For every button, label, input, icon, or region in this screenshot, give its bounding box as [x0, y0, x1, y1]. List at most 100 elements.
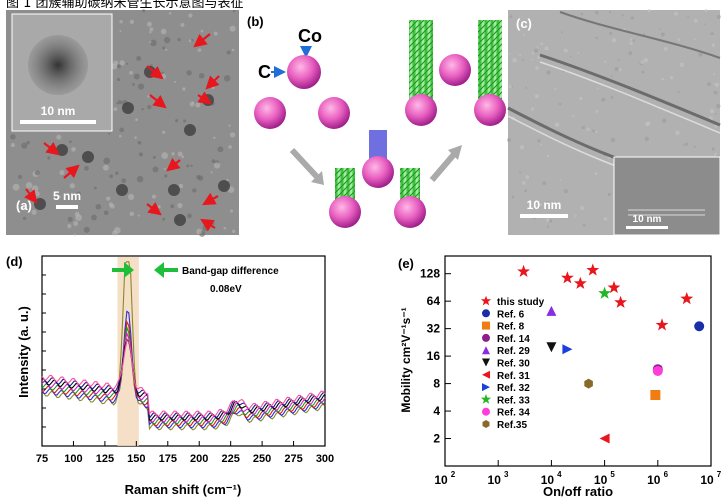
- tem-grain: [137, 140, 142, 145]
- tem-grain: [34, 170, 40, 176]
- tem-grain: [164, 48, 168, 51]
- tem-grain: [188, 13, 193, 18]
- tem-grain: [146, 95, 150, 98]
- tem-grain: [197, 175, 204, 181]
- tem-grain: [180, 23, 185, 27]
- tem-grain: [611, 37, 617, 43]
- data-point: [599, 433, 610, 444]
- tem-grain: [683, 144, 685, 147]
- tem-grain: [181, 155, 185, 159]
- tem-grain: [211, 159, 216, 164]
- data-point: [573, 276, 587, 289]
- x-tick-label: 200: [190, 453, 208, 465]
- cap-segment: [369, 130, 387, 160]
- tem-grain: [563, 189, 568, 194]
- tem-grain: [10, 142, 15, 148]
- legend-marker: [480, 295, 492, 306]
- tem-grain: [152, 166, 159, 173]
- tem-grain: [149, 31, 152, 34]
- tem-grain: [509, 15, 513, 19]
- tem-grain: [189, 101, 195, 107]
- tem-grain: [580, 206, 585, 210]
- x-tick-label: 10: [700, 473, 714, 487]
- tem-grain: [622, 14, 625, 17]
- tem-grain: [231, 48, 235, 52]
- tem-grain: [714, 125, 718, 128]
- tem-grain: [661, 118, 667, 123]
- tem-grain: [563, 48, 568, 53]
- y-tick-label: 128: [420, 267, 440, 281]
- tem-grain: [711, 147, 715, 151]
- tem-grain: [22, 216, 27, 221]
- tem-grain: [146, 21, 152, 27]
- tem-texture-a: [10, 9, 236, 237]
- tem-grain: [711, 43, 716, 47]
- process-arrowhead: [311, 171, 324, 185]
- x-tick-label: 125: [96, 453, 114, 465]
- bandgap-value: 0.08eV: [210, 284, 242, 295]
- legend-marker: [482, 358, 490, 367]
- legend-label: Ref. 32: [497, 383, 530, 394]
- tem-grain: [669, 76, 674, 80]
- catalyst-sphere: [474, 94, 506, 126]
- tem-grain: [596, 87, 599, 90]
- tem-grain: [713, 83, 715, 85]
- tem-grain: [594, 172, 598, 176]
- pointer-arrow: [63, 164, 80, 179]
- x-tick-label: 175: [159, 453, 177, 465]
- tem-grain: [171, 152, 175, 156]
- catalyst-sphere: [287, 55, 321, 89]
- tem-grain: [119, 127, 125, 133]
- legend-label: Ref. 33: [497, 395, 530, 406]
- tem-grain: [658, 27, 661, 30]
- legend-marker: [482, 333, 490, 342]
- plot-frame-e: [444, 255, 712, 467]
- y-tick-label: 4: [433, 404, 440, 418]
- data-point: [584, 378, 593, 389]
- panel-c: 10 nm 10 nm (c): [507, 9, 721, 236]
- tem-grain: [190, 164, 193, 168]
- tem-grain: [520, 21, 524, 25]
- panel-label-c: (c): [516, 16, 532, 31]
- y-tick-label: 64: [427, 294, 441, 308]
- tem-grain: [217, 146, 224, 153]
- nanotube-line: [559, 11, 721, 59]
- scale-bar-inset-a: [20, 120, 96, 124]
- x-tick-exponent: 5: [610, 470, 615, 479]
- nanotube-line: [539, 61, 721, 134]
- y-tick-label: 16: [427, 349, 441, 363]
- tem-grain: [508, 52, 511, 55]
- x-tick-label: 10: [541, 473, 555, 487]
- catalyst-sphere: [362, 156, 394, 188]
- tem-grain: [546, 225, 550, 228]
- tem-grain: [173, 80, 176, 84]
- tem-grain: [534, 94, 539, 99]
- tem-grain: [108, 202, 113, 207]
- tem-grain: [521, 181, 526, 185]
- x-tick-exponent: 7: [717, 470, 722, 479]
- tem-grain: [192, 188, 197, 193]
- tem-grain: [163, 36, 171, 44]
- label-c: C: [258, 62, 271, 82]
- tem-grain: [56, 134, 62, 140]
- data-point: [517, 264, 530, 277]
- tem-grain: [644, 136, 649, 141]
- tem-grain: [126, 62, 129, 65]
- tem-grain: [525, 175, 530, 180]
- tem-grain: [511, 195, 515, 199]
- tem-grain: [607, 192, 611, 197]
- tem-grain: [579, 96, 583, 101]
- data-point: [546, 305, 557, 316]
- scale-label-inset-a: 10 nm: [41, 104, 76, 118]
- tem-grain: [601, 97, 606, 102]
- pointer-arrow: [197, 91, 212, 105]
- data-point: [607, 280, 621, 294]
- tem-grain: [162, 46, 166, 50]
- panel-a: 10 nm 5 nm (a): [6, 9, 239, 237]
- tem-grain: [25, 181, 33, 189]
- tem-grain: [629, 41, 633, 45]
- tem-grain: [26, 140, 30, 145]
- y-axis-label-d: Intensity (a. u.): [16, 306, 31, 398]
- inset-image-c: [613, 156, 721, 236]
